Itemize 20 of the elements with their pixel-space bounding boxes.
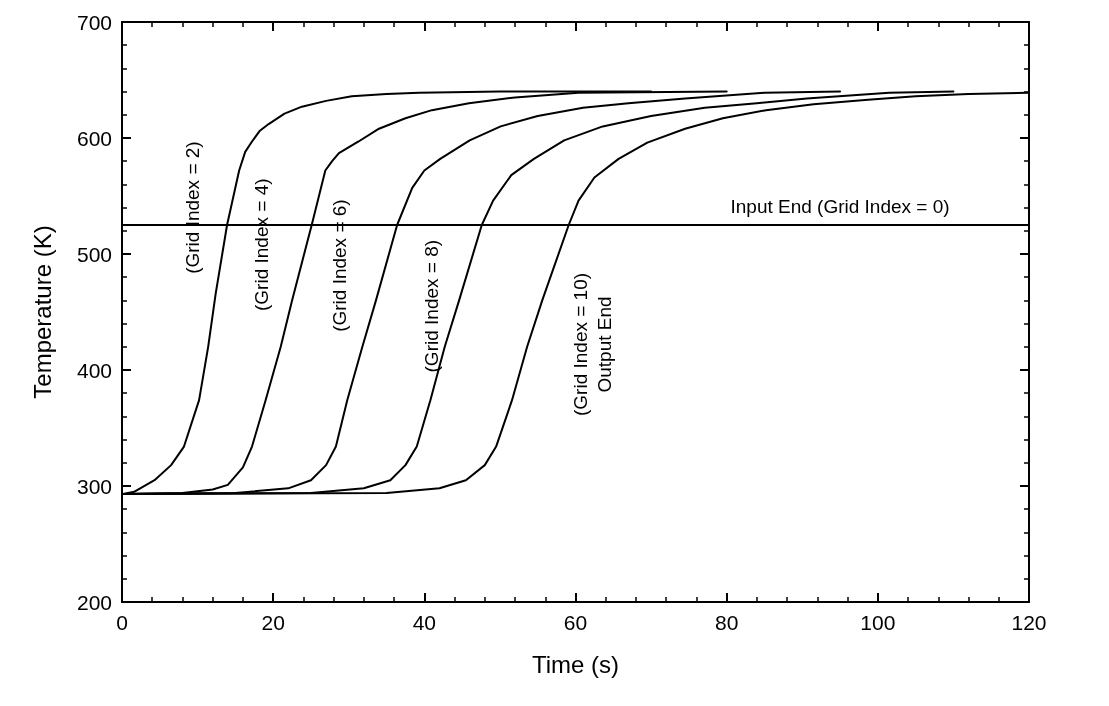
text: (Grid Index = 2)	[181, 141, 203, 274]
x-tick-label: 20	[261, 611, 285, 634]
x-tick-label: 0	[116, 611, 128, 634]
text: (Grid Index = 10) Output End	[570, 272, 616, 417]
x-tick-label: 80	[714, 611, 739, 634]
text: (Grid Index = 8)	[421, 239, 443, 373]
y-tick-label: 700	[76, 10, 112, 34]
x-axis-title: Time (s)	[531, 650, 620, 678]
series-label: Input End (Grid Index = 0)	[730, 195, 950, 217]
y-tick-label: 200	[76, 590, 112, 614]
x-tick-label: 60	[563, 611, 588, 634]
x-tick-label: 40	[412, 611, 437, 634]
x-tick-label: 120	[1011, 611, 1047, 634]
y-tick-label: 300	[76, 474, 112, 498]
y-tick-label: 500	[76, 242, 112, 266]
x-tick-label: 100	[860, 611, 896, 634]
y-tick-label: 600	[76, 126, 112, 150]
y-tick-label: 400	[76, 358, 112, 382]
y-axis-title: Temperature (K)	[28, 225, 56, 399]
text: (Grid Index = 4)	[251, 178, 273, 311]
